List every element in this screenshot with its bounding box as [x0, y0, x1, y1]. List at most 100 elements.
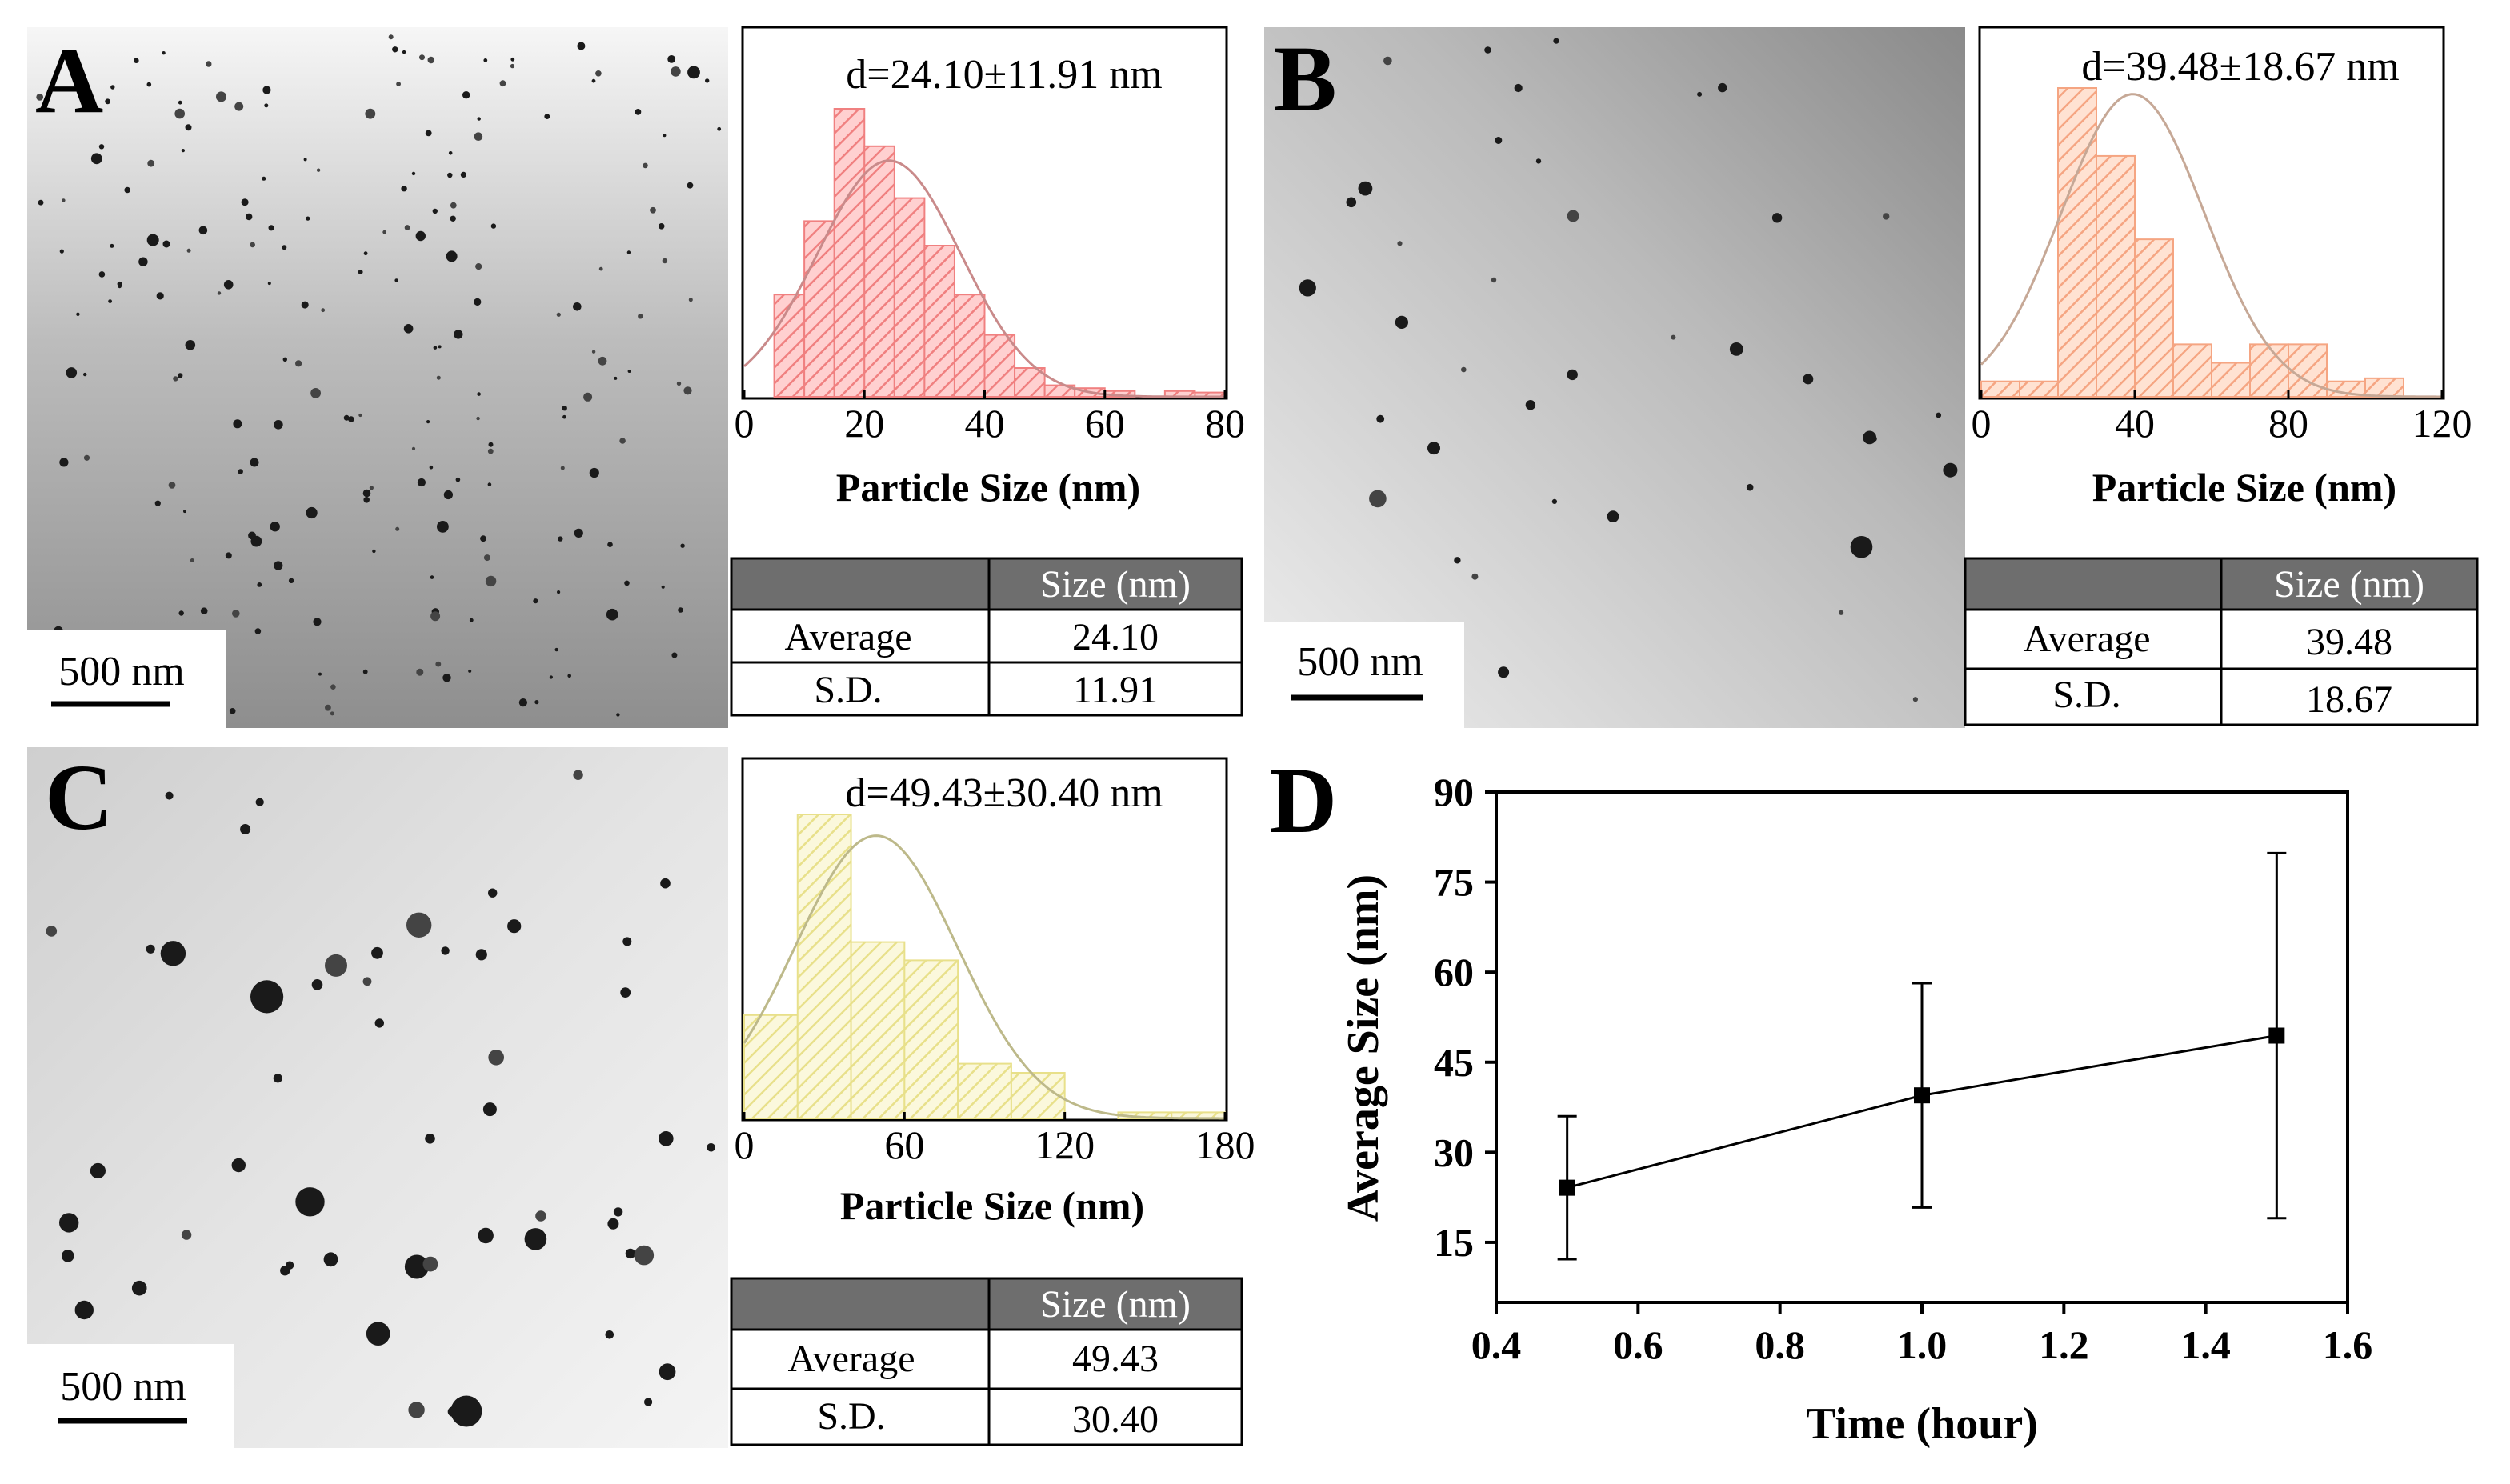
particle — [487, 482, 492, 486]
hist-bar — [743, 1014, 799, 1120]
particle — [1771, 213, 1783, 223]
particle — [510, 57, 515, 62]
particle — [306, 506, 318, 519]
particle — [295, 1187, 325, 1217]
particle — [156, 292, 164, 300]
particle — [573, 770, 583, 780]
particle — [403, 324, 414, 334]
particle — [274, 420, 283, 430]
particle — [478, 1227, 494, 1244]
particle — [178, 100, 182, 105]
scale-bar-label-a: 500 nm — [58, 649, 184, 694]
particle — [1484, 46, 1491, 54]
particle — [426, 420, 430, 424]
histogram-c — [743, 814, 1226, 1120]
x-tick-label: 0.8 — [1755, 1322, 1805, 1367]
particle — [1803, 374, 1814, 385]
particle — [262, 86, 271, 94]
particle — [620, 987, 631, 998]
panel-d: D 0.4 0.6 0.8 1.0 1.2 1.4 1.6 15 30 45 60 75 90 Time… — [1269, 748, 2372, 1449]
particle — [1553, 38, 1559, 44]
particle — [257, 582, 262, 587]
particle — [303, 158, 307, 162]
particle — [432, 208, 438, 214]
table-b-row1-value: 39.48 — [2306, 621, 2392, 663]
particle — [567, 674, 571, 678]
particle — [676, 381, 682, 386]
particle — [659, 1131, 674, 1146]
particle — [1369, 490, 1387, 508]
particle — [1839, 610, 1844, 615]
particle — [678, 607, 683, 613]
table-a-header-size: Size (nm) — [1040, 563, 1191, 606]
particle — [454, 330, 463, 339]
particle — [330, 711, 334, 716]
particle — [558, 536, 563, 542]
table-b-row2-label: S.D. — [2052, 674, 2120, 716]
scale-bar-box-a — [27, 630, 226, 728]
tem-image-b — [1264, 27, 1965, 728]
particle — [644, 1398, 653, 1406]
x-tick-label: 0 — [1972, 401, 1992, 446]
particle — [1525, 400, 1536, 410]
plot-d-ylabel: Average Size (nm) — [1339, 874, 1388, 1222]
particle — [499, 80, 506, 87]
particle — [533, 598, 538, 604]
particle — [442, 674, 451, 682]
particle — [165, 791, 174, 800]
particle — [160, 941, 186, 966]
x-tick-label: 20 — [844, 401, 884, 446]
hist-bar — [893, 197, 926, 398]
particle — [446, 250, 458, 262]
particle — [1551, 498, 1557, 505]
particle — [1863, 430, 1877, 445]
hist-bar — [903, 959, 959, 1120]
hist-bar — [796, 814, 852, 1119]
particle — [411, 171, 416, 176]
particle — [469, 618, 474, 622]
table-c-header-size: Size (nm) — [1040, 1283, 1191, 1326]
particle — [438, 345, 442, 349]
x-tick-label: 0 — [735, 1122, 755, 1167]
particle — [362, 977, 372, 986]
particle — [450, 202, 457, 209]
particle — [643, 162, 648, 169]
data-point — [1914, 1087, 1930, 1104]
hist-frame-b — [1978, 26, 2445, 400]
particle — [417, 478, 426, 487]
particle — [524, 1228, 547, 1250]
particle — [433, 346, 438, 350]
particle — [134, 58, 139, 63]
particle — [556, 312, 561, 317]
hist-bar — [983, 334, 1016, 398]
y-tick-label: 90 — [1434, 770, 1474, 814]
particle — [425, 1134, 435, 1144]
particle — [268, 225, 274, 231]
particle — [474, 298, 482, 306]
particle — [238, 469, 243, 474]
x-tick-label: 1.2 — [2039, 1322, 2089, 1367]
particle — [482, 1102, 497, 1117]
particle — [436, 375, 441, 380]
particle — [447, 172, 453, 178]
x-tick-label: 0.4 — [1471, 1322, 1522, 1367]
particle — [178, 373, 183, 378]
particle — [162, 50, 166, 55]
particle — [1346, 197, 1357, 208]
particle — [286, 1261, 294, 1270]
particle — [650, 206, 656, 214]
particle — [598, 356, 607, 366]
particle — [255, 798, 264, 806]
panel-letter-b: B — [1274, 26, 1337, 131]
particle — [1471, 573, 1479, 580]
particle — [229, 708, 236, 714]
particle — [323, 1252, 338, 1267]
particle — [1395, 315, 1408, 329]
particle — [181, 149, 185, 153]
particle — [707, 1143, 715, 1152]
table-c-row1-label: Average — [788, 1338, 915, 1380]
particle — [443, 490, 454, 500]
particle — [441, 946, 450, 955]
particle — [1697, 91, 1703, 97]
